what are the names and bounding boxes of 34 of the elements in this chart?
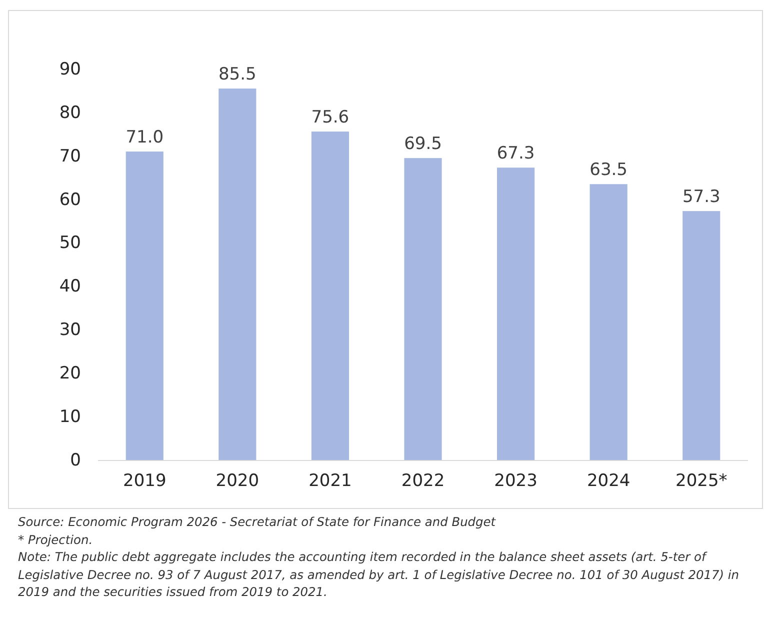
bar: [311, 132, 349, 460]
bar: [682, 211, 720, 460]
text: Note: The public debt aggregate includes the accounting item recorded in the balance sheet assets (art. 5-ter of Legislative Decree no. 93 of 7 August 2017, as amended by art. 1 of Legislative Decree no. 101 of 30 August 2017) in 2019 and the securities issued from 2019 to 2021.: [18, 549, 740, 601]
y-tick-label: 90: [59, 59, 81, 80]
y-tick-label: 80: [59, 102, 81, 123]
x-tick-label: 2025*: [675, 471, 728, 492]
data-label: 69.5: [404, 134, 442, 154]
data-label: 67.3: [496, 144, 535, 164]
x-tick-label: 2019: [122, 471, 166, 492]
data-label: 75.6: [311, 108, 350, 128]
y-tick-label: 0: [70, 450, 81, 470]
y-tick-label: 40: [59, 276, 81, 297]
y-tick-label: 50: [59, 233, 81, 254]
y-tick-label: 30: [59, 320, 81, 340]
y-tick-label: 60: [59, 190, 81, 210]
x-tick-label: 2023: [494, 471, 538, 492]
data-label: 71.0: [126, 128, 164, 148]
x-tick-label: 2021: [308, 471, 352, 492]
y-tick-label: 70: [59, 146, 81, 166]
x-tick-label: 2024: [586, 471, 630, 492]
bar: [126, 152, 164, 460]
y-tick-label: 10: [59, 406, 81, 427]
bar: [218, 88, 256, 460]
bar: [590, 184, 628, 460]
bar: [404, 158, 442, 460]
text: * Projection.: [18, 532, 94, 548]
data-label: 57.3: [682, 187, 720, 208]
x-tick-label: 2020: [216, 471, 260, 492]
source-note: Source: Economic Program 2026 - Secretariat of State for Finance and Budget: [18, 514, 497, 531]
y-tick-label: 20: [59, 364, 81, 384]
data-label: 63.5: [590, 160, 628, 180]
x-tick-label: 2022: [401, 471, 445, 492]
data-label: 85.5: [218, 64, 256, 85]
bar: [497, 168, 535, 460]
